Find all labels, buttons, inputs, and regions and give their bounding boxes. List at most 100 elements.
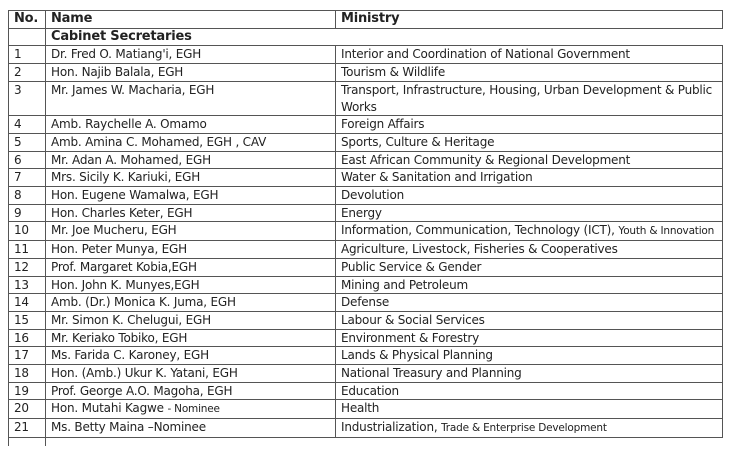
- header-row: No. Name Ministry: [8, 10, 723, 29]
- table-row: 14 Amb. (Dr.) Monica K. Juma, EGH Defense: [8, 293, 723, 312]
- cell-name: Hon. (Amb.) Ukur K. Yatani, EGH: [45, 364, 336, 383]
- table-row: 13 Hon. John K. Munyes,EGH Mining and Petr…: [8, 275, 723, 295]
- table-row: 16 Mr. Keriako Tobiko, EGH Environment & F…: [8, 328, 723, 348]
- person-name: Mr. Keriako Tobiko, EGH: [51, 330, 188, 345]
- table-row: 19 Prof. George A.O. Magoha, EGH Education: [8, 381, 723, 401]
- header-ministry: Ministry: [335, 10, 723, 29]
- cell-ministry: Education: [335, 381, 723, 401]
- cell-name: Mr. Keriako Tobiko, EGH: [45, 328, 336, 348]
- cell-ministry: Tourism & Wildlife: [335, 63, 723, 82]
- ministry-name: Mining and Petroleum: [341, 277, 468, 292]
- ministry-name: Foreign Affairs: [341, 117, 425, 132]
- header-name: Name: [45, 10, 336, 29]
- table-row: 11 Hon. Peter Munya, EGH Agriculture, Live…: [8, 240, 723, 259]
- cell-name: Dr. Fred O. Matiang'i, EGH: [45, 45, 336, 65]
- cell-name: Hon. Najib Balala, EGH: [45, 63, 336, 82]
- cell-ministry: Labour & Social Services: [335, 310, 723, 330]
- row-number: 19: [14, 383, 29, 398]
- cell-no: 9: [8, 203, 46, 223]
- cell-ministry: Foreign Affairs: [335, 115, 723, 134]
- person-name: Amb. (Dr.) Monica K. Juma, EGH: [51, 295, 236, 310]
- cell-name: Hon. John K. Munyes,EGH: [45, 275, 336, 295]
- cell-ministry: Information, Communication, Technology (…: [335, 221, 723, 242]
- cell-no: 20: [8, 399, 46, 420]
- table-row: 21 Ms. Betty Maina –Nominee Industrializat…: [8, 418, 723, 438]
- row-number: 7: [14, 170, 22, 185]
- cell-name: Hon. Eugene Wamalwa, EGH: [45, 186, 336, 205]
- ministry-name: East African Community & Regional Develo…: [341, 152, 631, 167]
- cell-ministry: Industrialization, Trade & Enterprise De…: [335, 418, 723, 438]
- ministry-name: Transport, Infrastructure, Housing, Urba…: [341, 82, 713, 114]
- ministry-name: Devolution: [341, 188, 404, 203]
- cell-ministry: Sports, Culture & Heritage: [335, 132, 723, 152]
- cell-no: 2: [8, 63, 46, 82]
- cell-no: 21: [8, 418, 46, 438]
- person-name: Hon. Charles Keter, EGH: [51, 205, 193, 220]
- cell-ministry: Energy: [335, 203, 723, 223]
- ministry-extra: Trade & Enterprise Development: [441, 422, 607, 435]
- header-no: No.: [8, 10, 46, 29]
- cell-no: 13: [8, 275, 46, 295]
- cell-ministry: Mining and Petroleum: [335, 275, 723, 295]
- row-number: 5: [14, 134, 22, 149]
- person-name: Hon. Peter Munya, EGH: [51, 242, 187, 257]
- person-name: Hon. Mutahi Kagwe: [51, 401, 164, 416]
- cell-no: 3: [8, 80, 46, 117]
- ministry-extra: Youth & Innovation: [618, 225, 715, 238]
- cell-no: 19: [8, 381, 46, 401]
- table-row: 12 Prof. Margaret Kobia,EGH Public Service…: [8, 257, 723, 277]
- cell-ministry: Public Service & Gender: [335, 257, 723, 277]
- person-name: Mr. Adan A. Mohamed, EGH: [51, 152, 211, 167]
- cell-ministry: Devolution: [335, 186, 723, 205]
- table-row: 2 Hon. Najib Balala, EGH Tourism & Wildlif…: [8, 63, 723, 82]
- cabinet-table: No. Name Ministry Cabinet Secretaries 1 D…: [8, 10, 723, 446]
- ministry-name: Agriculture, Livestock, Fisheries & Coop…: [341, 242, 618, 257]
- cell-ministry: East African Community & Regional Develo…: [335, 150, 723, 170]
- ministry-name: Education: [341, 383, 399, 398]
- cell-ministry: Environment & Forestry: [335, 328, 723, 348]
- person-name: Ms. Betty Maina –Nominee: [51, 420, 206, 435]
- cell-ministry: Health: [335, 399, 723, 420]
- table-row: 3 Mr. James W. Macharia, EGH Transport, In…: [8, 80, 723, 117]
- row-number: 3: [14, 82, 22, 97]
- person-name: Hon. John K. Munyes,EGH: [51, 277, 200, 292]
- cell-ministry: Interior and Coordination of National Go…: [335, 45, 723, 65]
- cell-name: Mr. Joe Mucheru, EGH: [45, 221, 336, 242]
- blank-row: [8, 436, 723, 446]
- person-name: Mr. James W. Macharia, EGH: [51, 82, 215, 97]
- cell-no: 16: [8, 328, 46, 348]
- cell-name: Hon. Charles Keter, EGH: [45, 203, 336, 223]
- ministry-name: Lands & Physical Planning: [341, 348, 493, 363]
- row-number: 17: [14, 348, 29, 363]
- cell-name: Mr. Simon K. Chelugui, EGH: [45, 310, 336, 330]
- cell-no: 10: [8, 221, 46, 242]
- cell-no: 8: [8, 186, 46, 205]
- row-number: 11: [14, 242, 29, 257]
- row-number: 21: [14, 420, 29, 435]
- row-number: 10: [14, 223, 29, 238]
- cell-no: 7: [8, 168, 46, 188]
- ministry-name: Defense: [341, 295, 390, 310]
- cell-name: Mr. James W. Macharia, EGH: [45, 80, 336, 117]
- row-number: 1: [14, 47, 22, 62]
- row-number: 18: [14, 366, 29, 381]
- person-name: Mrs. Sicily K. Kariuki, EGH: [51, 170, 201, 185]
- row-number: 4: [14, 117, 22, 132]
- ministry-name: Interior and Coordination of National Go…: [341, 47, 630, 62]
- table-row: 4 Amb. Raychelle A. Omamo Foreign Affairs: [8, 115, 723, 134]
- cell-no: 1: [8, 45, 46, 65]
- person-name: Hon. (Amb.) Ukur K. Yatani, EGH: [51, 366, 238, 381]
- ministry-name: Information, Communication, Technology (…: [341, 223, 615, 238]
- ministry-name: Environment & Forestry: [341, 330, 480, 345]
- person-name: Prof. Margaret Kobia,EGH: [51, 259, 197, 274]
- row-number: 20: [14, 401, 29, 416]
- section-row: Cabinet Secretaries: [8, 27, 723, 47]
- cell-name: Mrs. Sicily K. Kariuki, EGH: [45, 168, 336, 188]
- cell-name: Amb. (Dr.) Monica K. Juma, EGH: [45, 293, 336, 312]
- cell-name: Amb. Raychelle A. Omamo: [45, 115, 336, 134]
- cell-ministry: Transport, Infrastructure, Housing, Urba…: [335, 80, 723, 117]
- cell-name: Mr. Adan A. Mohamed, EGH: [45, 150, 336, 170]
- row-number: 12: [14, 259, 29, 274]
- cell-name: Hon. Peter Munya, EGH: [45, 240, 336, 259]
- row-number: 13: [14, 277, 29, 292]
